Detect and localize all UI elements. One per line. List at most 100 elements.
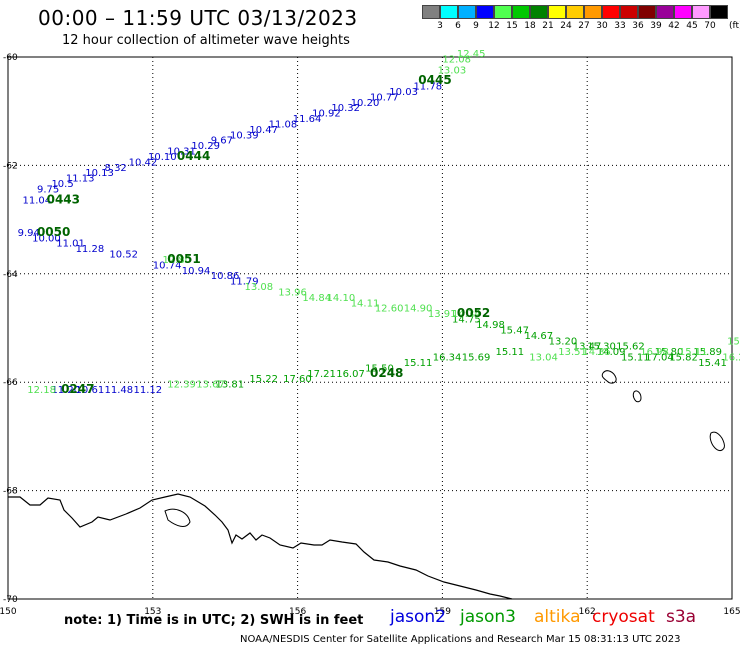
wave-height-value: 11.01 — [56, 239, 85, 250]
color-scale-label: 15 — [506, 21, 518, 31]
wave-height-value: 13.81 — [216, 380, 245, 391]
pass-time-label: 0247 — [61, 382, 94, 396]
color-scale-cell — [638, 5, 656, 19]
color-scale-cell — [422, 5, 440, 19]
wave-height-value: 10.00 — [32, 233, 61, 244]
wave-height-value: 10.42 — [129, 157, 158, 168]
color-scale-label: 30 — [596, 21, 608, 31]
wave-height-value: 15.41 — [727, 336, 740, 347]
wave-height-value: 15.47 — [500, 325, 529, 336]
wave-height-value: 13.08 — [245, 282, 274, 293]
wave-height-value: 15.11 — [404, 358, 433, 369]
color-scale-cell — [656, 5, 674, 19]
wave-height-value: 14.09 — [597, 347, 626, 358]
wave-height-value: 13.03 — [438, 65, 467, 76]
legend-entry-altika: altika — [534, 607, 581, 627]
color-scale-cell — [548, 5, 566, 19]
color-scale-label: 42 — [668, 21, 680, 31]
pass-time-label: 0443 — [47, 192, 80, 206]
wave-height-value: 8.32 — [105, 163, 127, 174]
wave-height-value: 10.13 — [85, 168, 114, 179]
color-scale-cell — [512, 5, 530, 19]
color-scale-label: 18 — [524, 21, 536, 31]
wave-height-value: 13.67 — [196, 380, 225, 391]
color-scale-cell — [584, 5, 602, 19]
island-2 — [632, 390, 642, 403]
color-scale-label: 45 — [686, 21, 698, 31]
wave-height-value: 10.5 — [51, 179, 73, 190]
wave-height-value: 9.94 — [18, 228, 40, 239]
wave-height-value: 11.20 — [51, 385, 80, 396]
wave-height-value: 10.61 — [76, 385, 105, 396]
wave-height-value: 11.28 — [76, 244, 105, 255]
wave-height-value: 10.10 — [148, 152, 177, 163]
lon-tick-label: 156 — [289, 607, 306, 617]
coast-inlet — [164, 508, 191, 527]
color-scale-cell — [692, 5, 710, 19]
wave-height-value: 16.98 — [640, 347, 669, 358]
wave-height-value: 13.96 — [278, 287, 307, 298]
legend-entry-jason3: jason3 — [460, 607, 516, 627]
wave-height-value: 12.08 — [442, 54, 471, 65]
color-scale-label: 6 — [455, 21, 461, 31]
coastline — [8, 493, 513, 600]
wave-height-value: 15.11 — [621, 353, 650, 364]
pass-time-label: 0050 — [37, 225, 70, 239]
color-scale-unit: (ft) — [729, 21, 740, 31]
wave-height-value: 13.91 — [428, 309, 457, 320]
wave-height-value: 15.22 — [249, 374, 278, 385]
wave-height-value: 10.20 — [351, 98, 380, 109]
wave-height-value: 14.75 — [452, 315, 481, 326]
wave-height-value: 13.47 — [573, 342, 602, 353]
color-scale-label: 39 — [650, 21, 662, 31]
wave-height-value: 11.78 — [413, 82, 442, 93]
legend-entry-cryosat: cryosat — [592, 607, 655, 627]
wave-height-value: 10.03 — [389, 87, 418, 98]
wave-height-value: 13.51 — [558, 347, 587, 358]
color-scale-label: 21 — [542, 21, 554, 31]
wave-height-value: 12.39 — [167, 380, 196, 391]
lat-tick-label: -66 — [3, 378, 18, 388]
wave-height-value: 17.60 — [283, 374, 312, 385]
wave-height-value: 11.04 — [22, 195, 51, 206]
wave-height-value: 15.41 — [698, 358, 727, 369]
wave-height-value: 10.52 — [109, 250, 138, 261]
wave-height-value: 10.86 — [211, 271, 240, 282]
color-scale-cell — [674, 5, 692, 19]
wave-height-value: 11.79 — [230, 277, 259, 288]
wave-height-value: 14.98 — [476, 320, 505, 331]
wave-height-value: 14.34 — [452, 309, 481, 320]
color-scale-cell — [494, 5, 512, 19]
color-scale-cell — [530, 5, 548, 19]
color-scale-label: 12 — [488, 21, 500, 31]
color-scale-label: 24 — [560, 21, 572, 31]
pass-time-label: 0248 — [370, 366, 403, 380]
wave-height-value: 12.18 — [27, 385, 56, 396]
wave-height-value: 11.08 — [269, 119, 298, 130]
wave-height-value: 11.13 — [66, 174, 95, 185]
color-scale-bar — [422, 5, 728, 21]
color-scale-cell — [566, 5, 584, 19]
wave-height-value: 14.10 — [327, 293, 356, 304]
wave-height-value: 12.45 — [457, 49, 486, 60]
color-scale-cell — [476, 5, 494, 19]
color-scale-label: 27 — [578, 21, 590, 31]
lat-tick-label: -70 — [3, 595, 18, 605]
wave-height-value: 13.04 — [529, 353, 558, 364]
wave-height-value: 15.11 — [495, 347, 524, 358]
wave-height-value: 10.74 — [153, 260, 182, 271]
wave-height-value: 10.29 — [191, 141, 220, 152]
wave-height-value: 16.07 — [336, 369, 365, 380]
wave-height-value: 17.21 — [307, 369, 336, 380]
lat-tick-label: -62 — [3, 161, 18, 171]
color-scale-label: 3 — [437, 21, 443, 31]
wave-height-value: 14.84 — [302, 293, 331, 304]
legend-entry-s3a: s3a — [666, 607, 697, 627]
lat-tick-label: -64 — [3, 270, 18, 280]
lon-tick-label: 165 — [723, 607, 740, 617]
wave-height-value: 15.50 — [365, 363, 394, 374]
color-scale-cell — [458, 5, 476, 19]
wave-height-value: 10.39 — [230, 130, 259, 141]
color-scale-cell — [620, 5, 638, 19]
